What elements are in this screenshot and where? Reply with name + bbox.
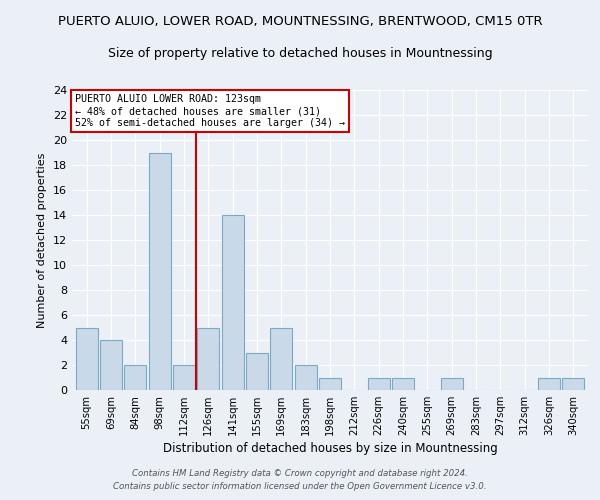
Bar <box>562 378 584 390</box>
Bar <box>76 328 98 390</box>
Y-axis label: Number of detached properties: Number of detached properties <box>37 152 47 328</box>
Bar <box>271 328 292 390</box>
Bar <box>149 152 170 390</box>
Text: Size of property relative to detached houses in Mountnessing: Size of property relative to detached ho… <box>107 48 493 60</box>
Text: PUERTO ALUIO, LOWER ROAD, MOUNTNESSING, BRENTWOOD, CM15 0TR: PUERTO ALUIO, LOWER ROAD, MOUNTNESSING, … <box>58 15 542 28</box>
Text: Contains public sector information licensed under the Open Government Licence v3: Contains public sector information licen… <box>113 482 487 491</box>
X-axis label: Distribution of detached houses by size in Mountnessing: Distribution of detached houses by size … <box>163 442 497 455</box>
Bar <box>295 365 317 390</box>
Bar <box>368 378 389 390</box>
Bar <box>392 378 414 390</box>
Bar <box>197 328 219 390</box>
Bar <box>319 378 341 390</box>
Bar <box>246 352 268 390</box>
Bar <box>221 215 244 390</box>
Bar <box>100 340 122 390</box>
Bar <box>441 378 463 390</box>
Text: Contains HM Land Registry data © Crown copyright and database right 2024.: Contains HM Land Registry data © Crown c… <box>132 468 468 477</box>
Bar <box>173 365 195 390</box>
Bar <box>124 365 146 390</box>
Bar <box>538 378 560 390</box>
Text: PUERTO ALUIO LOWER ROAD: 123sqm
← 48% of detached houses are smaller (31)
52% of: PUERTO ALUIO LOWER ROAD: 123sqm ← 48% of… <box>74 94 344 128</box>
